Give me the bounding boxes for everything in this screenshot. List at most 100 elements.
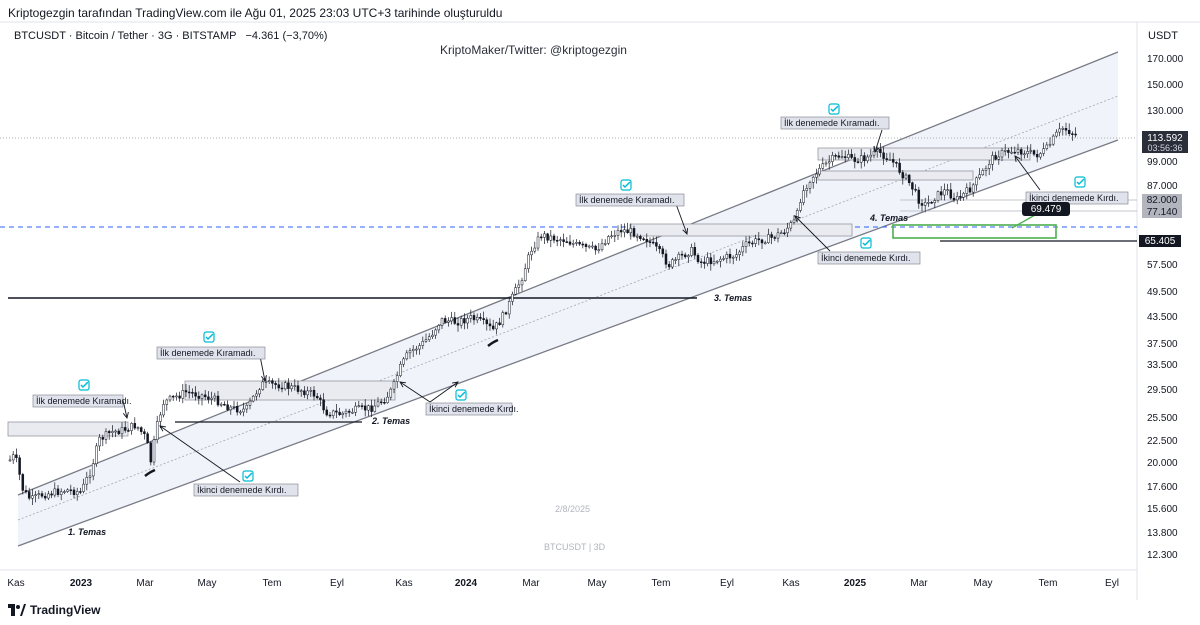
annotation-box bbox=[425, 402, 513, 416]
annotation-text: İlk denemede Kıramadı. bbox=[784, 118, 880, 128]
candle bbox=[757, 232, 761, 246]
candle bbox=[1007, 147, 1010, 159]
price-badge-77140[interactable]: 77.140 bbox=[1142, 206, 1182, 218]
candle bbox=[607, 235, 610, 246]
candle bbox=[722, 255, 725, 262]
annotation-4[interactable]: İkinci denemede Kırdı. bbox=[399, 381, 519, 416]
candle bbox=[661, 245, 665, 258]
candle bbox=[847, 149, 850, 160]
time-tick-label: May bbox=[198, 578, 217, 589]
candle bbox=[904, 172, 908, 180]
check-icon bbox=[860, 237, 872, 249]
callout-69479[interactable]: 69.479 bbox=[1022, 202, 1070, 216]
tradingview-footer[interactable]: TradingView bbox=[8, 603, 100, 617]
time-axis[interactable]: Kas 2023 Mar May Tem Eyl Kas 2024 Mar May Tem Eyl Ka… bbox=[7, 578, 1119, 589]
candle bbox=[347, 408, 351, 417]
candle bbox=[139, 426, 143, 435]
annotation-7[interactable]: İlk denemede Kıramadı. bbox=[780, 103, 890, 153]
annotation-text: İlk denemede Kıramadı. bbox=[36, 396, 132, 406]
time-tick-label: Eyl bbox=[330, 578, 344, 589]
candle bbox=[927, 195, 930, 207]
tradingview-logo-icon bbox=[8, 604, 26, 616]
candle bbox=[24, 485, 28, 494]
target-box[interactable] bbox=[892, 224, 1057, 239]
candle bbox=[853, 153, 857, 169]
price-axis[interactable]: 170.000 150.000 130.000 99.000 87.000 57.500 4… bbox=[1147, 54, 1184, 561]
candle bbox=[559, 236, 562, 247]
candle bbox=[783, 228, 786, 236]
touch-label-3: 3. Temas bbox=[714, 293, 752, 303]
candle bbox=[376, 397, 380, 408]
candle bbox=[82, 478, 85, 494]
candle bbox=[459, 315, 463, 329]
candle bbox=[530, 246, 533, 261]
price-tick-label: 43.500 bbox=[1147, 312, 1178, 323]
annotation-1[interactable]: İlk denemede Kıramadı. bbox=[32, 379, 132, 420]
candle bbox=[274, 380, 277, 390]
resistance-box-1[interactable] bbox=[7, 421, 129, 437]
check-icon bbox=[242, 470, 254, 482]
candle bbox=[309, 386, 313, 397]
candle bbox=[770, 231, 773, 245]
candle bbox=[114, 429, 117, 438]
price-tick-label: 13.800 bbox=[1147, 528, 1178, 539]
candle bbox=[715, 260, 719, 265]
candle bbox=[482, 311, 485, 325]
candle bbox=[226, 400, 229, 412]
bounce-arrow-2 bbox=[487, 338, 499, 347]
candle bbox=[632, 225, 636, 238]
annotation-3[interactable]: İlk denemede Kıramadı. bbox=[156, 331, 267, 383]
candle bbox=[335, 404, 338, 419]
touch-label-4: 4. Temas bbox=[869, 213, 908, 223]
candle bbox=[1016, 143, 1020, 156]
candle bbox=[642, 236, 645, 242]
candle bbox=[152, 435, 156, 466]
annotation-5[interactable]: İlk denemede Kıramadı. bbox=[575, 179, 689, 235]
check-icon bbox=[620, 179, 632, 191]
time-tick-label: May bbox=[588, 578, 607, 589]
candle bbox=[795, 208, 799, 223]
price-tick-label: 170.000 bbox=[1147, 54, 1184, 65]
price-badge-82000[interactable]: 82.000 bbox=[1142, 194, 1182, 206]
candle bbox=[277, 377, 281, 392]
candle bbox=[296, 380, 300, 395]
channel-upper-line[interactable] bbox=[17, 51, 1119, 496]
channel-lower-line[interactable] bbox=[17, 139, 1119, 547]
candle bbox=[543, 230, 546, 244]
candle bbox=[744, 236, 748, 254]
chart-watermark-symbol: BTCUSDT | 3D bbox=[544, 542, 606, 552]
price-tick-label: 29.500 bbox=[1147, 385, 1178, 396]
annotation-arrow bbox=[675, 203, 688, 235]
price-chart[interactable]: İlk denemede Kıramadı. İkinci denemede Kı… bbox=[0, 0, 1200, 600]
candle bbox=[338, 407, 341, 417]
symbol-info[interactable]: BTCUSDT · Bitcoin / Tether · 3G · BITSTA… bbox=[14, 30, 327, 42]
annotation-8[interactable]: İkinci denemede Kırdı. bbox=[1014, 155, 1129, 205]
annotation-text: İkinci denemede Kırdı. bbox=[197, 485, 287, 495]
candle bbox=[130, 422, 133, 435]
candle bbox=[159, 411, 162, 429]
price-tick-label: 33.500 bbox=[1147, 360, 1178, 371]
resistance-box-2[interactable] bbox=[184, 380, 396, 401]
candle bbox=[450, 311, 453, 325]
candle bbox=[850, 149, 853, 160]
candle bbox=[629, 223, 633, 240]
candle bbox=[53, 482, 57, 498]
candle bbox=[696, 253, 700, 264]
candle bbox=[594, 244, 597, 255]
candle bbox=[1010, 146, 1013, 155]
candle bbox=[555, 235, 559, 247]
candle bbox=[223, 401, 226, 406]
candle bbox=[325, 406, 329, 417]
currency-label[interactable]: USDT bbox=[1148, 30, 1178, 42]
time-tick-label: 2024 bbox=[455, 578, 478, 589]
annotation-6[interactable]: İkinci denemede Kırdı. bbox=[794, 215, 921, 265]
price-badge-current[interactable]: 113.592 03:56:36 bbox=[1142, 131, 1188, 153]
candle bbox=[568, 234, 572, 246]
annotation-2[interactable]: İkinci denemede Kırdı. bbox=[159, 425, 299, 497]
resistance-box-3[interactable] bbox=[629, 223, 853, 237]
resistance-box-4b[interactable] bbox=[817, 170, 974, 181]
price-badge-65405[interactable]: 65.405 bbox=[1139, 235, 1181, 247]
candle bbox=[43, 492, 47, 501]
candle bbox=[85, 471, 89, 491]
candle bbox=[786, 223, 789, 238]
